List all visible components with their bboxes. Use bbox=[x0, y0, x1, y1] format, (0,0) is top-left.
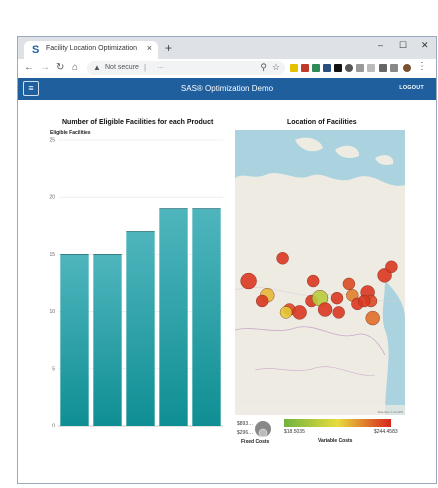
bar-chart-title: Number of Eligible Facilities for each P… bbox=[62, 119, 214, 126]
facility-marker[interactable] bbox=[240, 272, 257, 290]
puzzle-icon[interactable] bbox=[379, 64, 387, 72]
security-label: Not secure bbox=[105, 64, 139, 71]
browser-window: S Facility Location Optimization × + – ☐… bbox=[17, 36, 437, 484]
variable-cost-min: $18.5035 bbox=[284, 429, 305, 435]
home-icon[interactable]: ⌂ bbox=[72, 62, 79, 73]
warning-icon: ▲ bbox=[93, 63, 101, 72]
close-window-button[interactable]: ✕ bbox=[421, 40, 429, 50]
facility-marker[interactable] bbox=[365, 310, 380, 326]
address-bar[interactable]: ▲ Not secure | … ⚲ ☆ bbox=[87, 61, 285, 75]
hamburger-icon: ≡ bbox=[28, 83, 34, 93]
y-tick-label: 15 bbox=[49, 252, 55, 258]
extension-icon[interactable] bbox=[290, 64, 298, 72]
facility-marker[interactable] bbox=[332, 306, 345, 319]
sas-logo-icon: S bbox=[32, 44, 40, 56]
extension-icon[interactable] bbox=[367, 64, 375, 72]
map-title: Location of Facilities bbox=[287, 119, 357, 126]
map-attribution: Map tiles © ArcGIS bbox=[378, 410, 403, 414]
bar-truck bbox=[126, 231, 155, 426]
tab-close-icon[interactable]: × bbox=[146, 43, 152, 53]
browser-menu-icon[interactable]: ⋮ bbox=[417, 61, 427, 72]
facility-marker[interactable] bbox=[279, 306, 293, 319]
facility-marker[interactable] bbox=[385, 260, 398, 274]
y-axis-label: Eligible Facilities bbox=[50, 130, 91, 136]
minimize-button[interactable]: – bbox=[378, 40, 384, 50]
facility-marker[interactable] bbox=[317, 302, 333, 317]
bar-convertible bbox=[159, 208, 188, 426]
bar-chart: Eligible Facilities0510152025CoupeSedanT… bbox=[49, 130, 223, 428]
tab-strip: S Facility Location Optimization × + – ☐… bbox=[18, 37, 436, 59]
bookmark-star-icon[interactable]: ☆ bbox=[271, 62, 280, 72]
app-header: ≡ SAS® Optimization Demo LOGOUT bbox=[18, 78, 436, 100]
bar-suv bbox=[192, 208, 221, 426]
extension-icon[interactable] bbox=[301, 64, 309, 72]
back-arrow-icon[interactable]: ← bbox=[24, 62, 34, 73]
arctic-ocean bbox=[235, 130, 405, 186]
maximize-button[interactable]: ☐ bbox=[399, 40, 408, 50]
legend-circle-small bbox=[258, 428, 268, 438]
tab-title: Facility Location Optimization bbox=[46, 45, 138, 52]
island-shape bbox=[375, 155, 394, 165]
app-title: SAS® Optimization Demo bbox=[180, 84, 274, 93]
facility-marker[interactable] bbox=[256, 294, 269, 308]
url-separator: | bbox=[144, 63, 147, 72]
bar-sedan bbox=[93, 254, 122, 426]
fixed-costs-label: Fixed Costs bbox=[241, 439, 270, 445]
facility-map[interactable]: Map tiles © ArcGIS bbox=[235, 130, 405, 415]
facility-marker[interactable] bbox=[330, 291, 344, 305]
variable-cost-max: $244.4583 bbox=[374, 429, 398, 435]
y-tick-label: 10 bbox=[49, 309, 55, 315]
pacific-ocean bbox=[382, 280, 405, 415]
extension-icon[interactable] bbox=[323, 64, 331, 72]
variable-cost-gradient bbox=[284, 419, 391, 427]
fixed-cost-max: $893… bbox=[237, 421, 254, 427]
extension-icon[interactable] bbox=[312, 64, 320, 72]
bar-coupe bbox=[60, 254, 89, 426]
facility-marker[interactable] bbox=[357, 294, 371, 308]
fixed-cost-min: $296… bbox=[237, 430, 254, 436]
y-tick-label: 25 bbox=[49, 138, 55, 144]
island-shape bbox=[335, 145, 360, 158]
zoom-icon[interactable]: ⚲ bbox=[260, 62, 267, 72]
profile-avatar[interactable] bbox=[403, 64, 411, 72]
reload-icon[interactable]: ↻ bbox=[56, 62, 65, 73]
fixed-cost-legend: $893… $296… Fixed Costs bbox=[237, 419, 297, 469]
browser-tab[interactable]: S Facility Location Optimization × bbox=[24, 41, 158, 59]
facility-marker[interactable] bbox=[342, 277, 356, 291]
browser-toolbar: ← → ↻ ⌂ ▲ Not secure | … ⚲ ☆ ⋮ bbox=[18, 59, 436, 79]
extension-icon[interactable] bbox=[334, 64, 342, 72]
extension-icon[interactable] bbox=[356, 64, 364, 72]
forward-arrow-icon[interactable]: → bbox=[40, 62, 50, 73]
extension-icon[interactable] bbox=[345, 64, 353, 72]
facility-marker[interactable] bbox=[276, 252, 289, 265]
hamburger-menu-button[interactable]: ≡ bbox=[23, 81, 39, 96]
y-tick-label: 0 bbox=[52, 424, 55, 428]
facility-marker[interactable] bbox=[306, 274, 320, 288]
variable-costs-label: Variable Costs bbox=[318, 438, 353, 444]
logout-button[interactable]: LOGOUT bbox=[399, 85, 424, 91]
new-tab-button[interactable]: + bbox=[165, 41, 173, 55]
facility-bubbles bbox=[240, 252, 398, 326]
attribution-strip bbox=[235, 405, 405, 415]
map-canvas: Map tiles © ArcGIS bbox=[235, 130, 405, 415]
island-shape bbox=[295, 137, 323, 152]
media-icon[interactable] bbox=[390, 64, 398, 72]
y-tick-label: 5 bbox=[52, 366, 55, 372]
facility-marker[interactable] bbox=[292, 305, 307, 320]
country-border bbox=[235, 326, 386, 356]
y-tick-label: 20 bbox=[49, 195, 55, 201]
url-text: … bbox=[157, 63, 164, 70]
country-border bbox=[254, 366, 376, 376]
